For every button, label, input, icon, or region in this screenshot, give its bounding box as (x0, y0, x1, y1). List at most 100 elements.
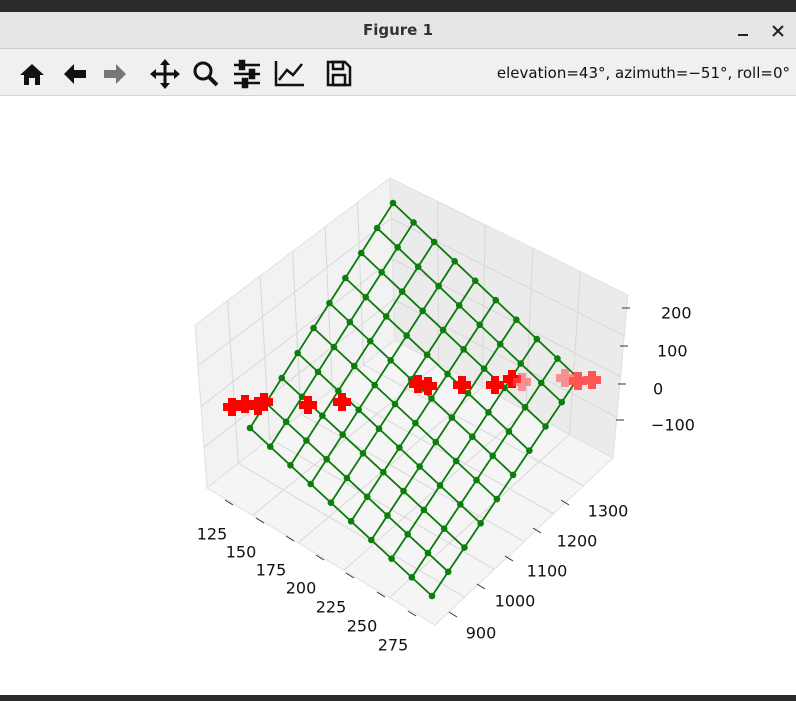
wireframe-line (370, 319, 518, 541)
wireframe-point (339, 431, 346, 438)
pane-grid-line (200, 258, 393, 407)
wireframe-point (414, 263, 422, 271)
wireframe-point (457, 501, 464, 508)
wireframe-line (360, 252, 547, 428)
tick-label: 175 (256, 561, 287, 580)
window-controls (738, 25, 784, 37)
wireframe-point (314, 368, 322, 376)
wireframe-point (412, 419, 419, 427)
configure-button[interactable] (234, 59, 260, 89)
wireframe-point (319, 412, 326, 419)
wireframe-point (432, 438, 440, 446)
scatter-marker (513, 373, 531, 391)
wireframe-point (448, 414, 456, 421)
tick-mark (255, 517, 265, 524)
tick-mark (560, 499, 570, 506)
tick-label: 200 (661, 304, 692, 323)
wireframe-line (249, 202, 394, 429)
save-button[interactable] (326, 60, 352, 87)
wireframe-point (323, 455, 330, 463)
back-button[interactable] (64, 64, 86, 84)
wireframe-point (424, 549, 432, 557)
wireframe-point (378, 268, 386, 276)
toolbar-icons (20, 59, 352, 89)
status-text: elevation=43°, azimuth=−51°, roll=0° (496, 64, 790, 82)
wireframe-line (431, 377, 579, 597)
scatter-marker (236, 395, 254, 413)
wireframe-point (492, 296, 500, 304)
toolbar: elevation=43°, azimuth=−51°, roll=0° (0, 49, 796, 96)
wireframe-line (376, 227, 563, 403)
pane-grid-line (269, 438, 495, 570)
wireframe-point (416, 463, 423, 470)
wireframe-point (330, 343, 338, 351)
tick-mark (407, 610, 417, 617)
wireframe-point (493, 495, 501, 503)
wireframe-point (526, 447, 533, 454)
tick-mark (376, 591, 386, 598)
wireframe-point (461, 544, 468, 551)
zoom-button[interactable] (193, 61, 219, 87)
wireframe-point (558, 398, 566, 406)
wireframe-point (391, 400, 399, 408)
wireframe-point (359, 450, 367, 457)
wireframe-point (420, 506, 428, 514)
tick-mark (504, 555, 514, 562)
wireframe-point (326, 299, 333, 307)
wireframe-point (266, 443, 274, 450)
wireframe-point (477, 520, 484, 527)
pan-button[interactable] (150, 59, 180, 89)
wireframe-point (435, 282, 442, 290)
wireframe-point (294, 349, 301, 357)
wireframe-line (249, 427, 433, 597)
scatter-marker (299, 396, 317, 414)
wireframe-line (411, 358, 559, 578)
wireframe-point (327, 499, 335, 506)
home-button[interactable] (20, 64, 44, 85)
pane-grid-line (238, 462, 465, 598)
wireframe-point (408, 574, 416, 581)
tick-mark (285, 535, 295, 542)
wireframe-point (362, 293, 370, 301)
wireframe-point (350, 362, 358, 370)
pane-grid-line (363, 364, 584, 487)
tick-label: 100 (657, 342, 688, 361)
tick-mark (345, 572, 355, 579)
wireframe-point (403, 332, 410, 339)
scatter-marker (255, 393, 273, 411)
wireframe-point (343, 474, 351, 482)
minimize-button[interactable] (738, 34, 748, 36)
wireframe-point (342, 274, 349, 282)
wireframe-line (330, 280, 476, 504)
wireframe-point (473, 476, 480, 484)
wireframe-line (392, 202, 579, 379)
wireframe-line (309, 260, 456, 485)
wireframe-point (384, 512, 391, 519)
scatter-marker (409, 375, 427, 393)
wireframe-point (451, 258, 458, 265)
wireframe-point (346, 318, 354, 326)
wireframe-point (513, 316, 520, 323)
tick-mark (315, 554, 325, 561)
wireframe-point (298, 393, 306, 401)
tick-label: 1100 (527, 562, 568, 581)
wireframe-point (410, 219, 417, 226)
scatter-marker (333, 393, 351, 411)
wireframe-point (373, 224, 381, 232)
wireframe-point (464, 389, 472, 397)
edit-axis-button[interactable] (274, 61, 304, 87)
wireframe-point (400, 487, 407, 495)
wireframe-point (480, 365, 488, 372)
wireframe-point (471, 277, 479, 285)
tick-label: 0 (653, 380, 663, 399)
tick-mark (532, 527, 542, 534)
close-button[interactable] (772, 25, 784, 37)
pane-grid-line (203, 299, 395, 448)
forward-button[interactable] (104, 64, 126, 84)
wireframe-point (430, 238, 438, 246)
wireframe-point (537, 379, 545, 387)
wireframe-point (444, 568, 452, 576)
wireframe-point (419, 307, 426, 315)
pane-grid-line (252, 363, 439, 516)
wireframe-point (517, 360, 525, 367)
